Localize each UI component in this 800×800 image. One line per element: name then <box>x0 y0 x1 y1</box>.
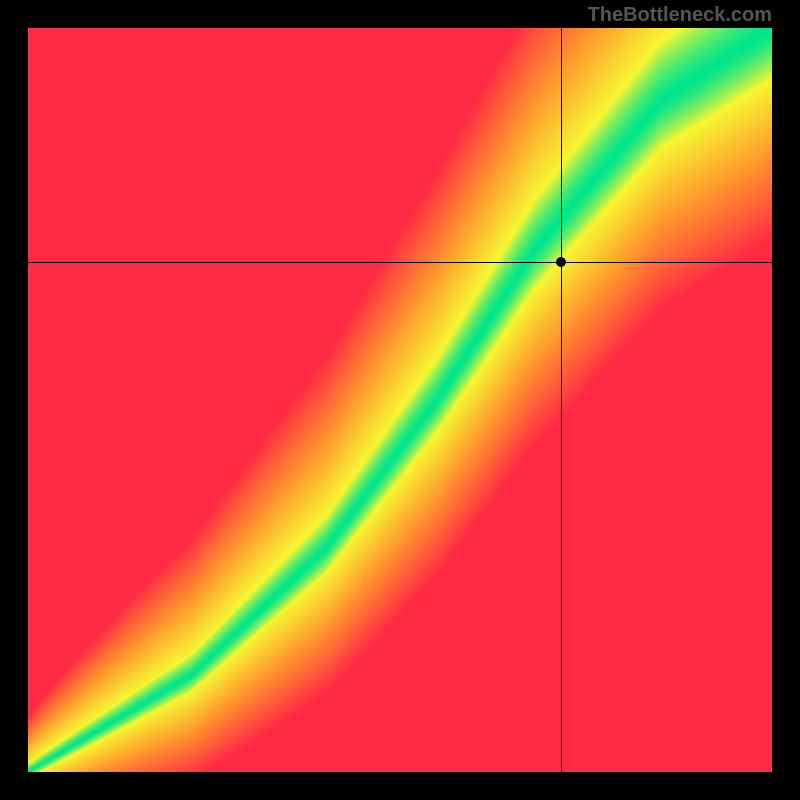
crosshair-vertical <box>561 28 562 772</box>
watermark-text: TheBottleneck.com <box>588 4 772 27</box>
crosshair-horizontal <box>28 262 772 263</box>
crosshair-marker <box>556 257 566 267</box>
bottleneck-heatmap <box>28 28 772 772</box>
chart-area <box>28 28 772 772</box>
